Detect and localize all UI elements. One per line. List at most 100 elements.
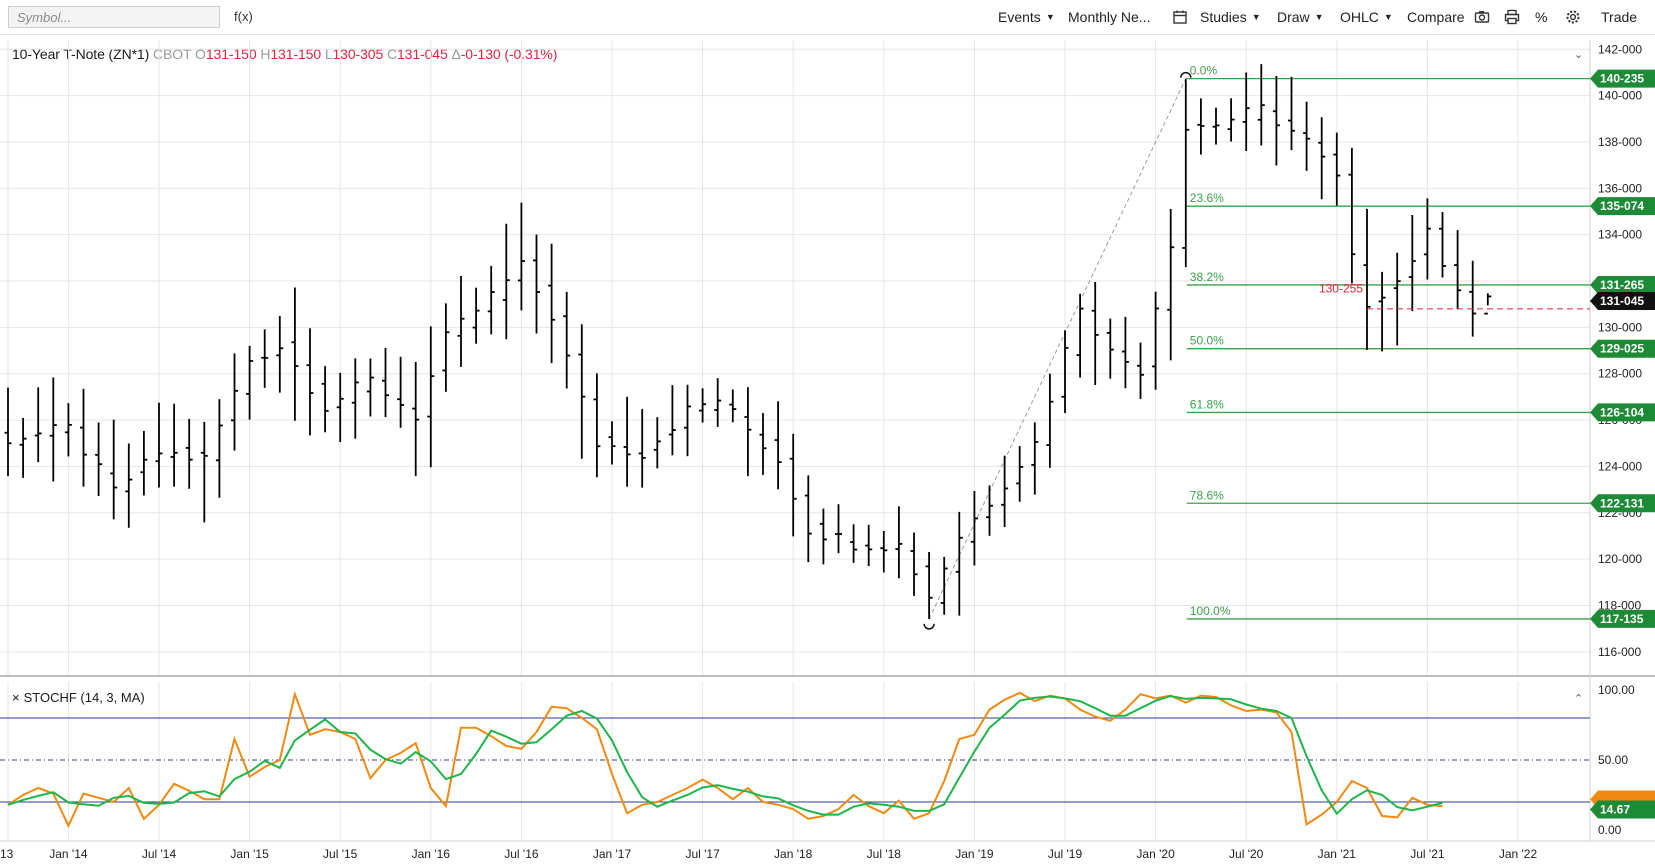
ohlc-bar[interactable]: [1197, 98, 1205, 155]
ohlc-bar[interactable]: [759, 413, 767, 475]
fib-anchor-high-handle[interactable]: [1180, 71, 1192, 78]
ohlc-bar[interactable]: [487, 265, 495, 335]
ohlc-bar[interactable]: [910, 532, 918, 596]
fib-anchor-line[interactable]: [928, 78, 1187, 620]
camera-icon[interactable]: [1473, 8, 1491, 26]
fibonacci-retracement[interactable]: 0.0% 23.6% 38.2% 50.0% 61.8% 78.6% 100.0%: [923, 64, 1590, 630]
ohlc-bar[interactable]: [442, 303, 450, 392]
ohlc-bar[interactable]: [819, 508, 827, 565]
ohlc-bar[interactable]: [1272, 75, 1280, 166]
ohlc-bar[interactable]: [1106, 318, 1114, 379]
ohlc-bar[interactable]: [1031, 422, 1039, 495]
ohlc-bar[interactable]: [1363, 208, 1371, 350]
trade-button[interactable]: Trade: [1601, 9, 1638, 25]
collapse-price-pane-icon[interactable]: ⌄: [1574, 49, 1584, 61]
stochastic-pane[interactable]: 0.00 50.00 100.00 14.67: [0, 683, 1655, 837]
ohlc-bar[interactable]: [548, 243, 556, 364]
ohlc-bar[interactable]: [1469, 260, 1477, 337]
ohlc-bars[interactable]: [4, 64, 1492, 619]
close-icon[interactable]: ×: [12, 690, 20, 705]
percent-button[interactable]: %: [1535, 9, 1548, 25]
ohlc-bar[interactable]: [835, 504, 842, 554]
ohlc-bar[interactable]: [200, 421, 208, 523]
ohlc-bar[interactable]: [4, 387, 12, 477]
ohlc-bar[interactable]: [457, 276, 465, 367]
ohlc-bar[interactable]: [940, 556, 948, 615]
ohlc-bar[interactable]: [1454, 230, 1462, 310]
stoch-d-line[interactable]: [7, 695, 1443, 816]
ohlc-bar[interactable]: [865, 524, 873, 566]
ohlc-bar[interactable]: [427, 326, 435, 468]
ohlc-bar[interactable]: [1348, 147, 1356, 284]
ohlc-bar[interactable]: [699, 388, 707, 423]
ohlc-bar[interactable]: [1484, 293, 1492, 315]
ohlc-bar[interactable]: [970, 491, 978, 566]
ohlc-bar[interactable]: [110, 419, 118, 520]
ohlc-bar[interactable]: [1333, 132, 1341, 206]
ohlc-bar[interactable]: [215, 399, 223, 498]
ohlc-bar[interactable]: [1393, 252, 1401, 346]
ohlc-bar[interactable]: [351, 358, 359, 439]
ohlc-bar[interactable]: [517, 202, 525, 311]
ohlc-bar[interactable]: [382, 347, 389, 418]
ohlc-bar[interactable]: [397, 356, 405, 428]
symbol-search-input[interactable]: [8, 6, 220, 28]
ohlc-bar[interactable]: [231, 353, 238, 451]
ohlc-bar[interactable]: [1061, 330, 1069, 414]
ohlc-bar[interactable]: [1046, 373, 1054, 468]
ohlc-bar[interactable]: [744, 387, 752, 477]
ohlc-bar[interactable]: [1121, 316, 1129, 389]
function-button[interactable]: f(x): [234, 9, 253, 24]
ohlc-bar[interactable]: [125, 443, 133, 528]
ohlc-bar[interactable]: [714, 378, 722, 427]
ohlc-bar[interactable]: [593, 373, 601, 478]
ohlc-bar[interactable]: [533, 234, 540, 334]
ohlc-bar[interactable]: [49, 377, 57, 482]
price-axis[interactable]: 116-000118-000120-000122-000124-000126-0…: [1598, 42, 1642, 659]
ohlc-bar[interactable]: [895, 506, 903, 579]
ohlc-bar[interactable]: [306, 328, 314, 436]
ohlc-bar[interactable]: [925, 551, 933, 619]
ohlc-bar[interactable]: [1152, 291, 1160, 390]
ohlc-bar[interactable]: [668, 385, 676, 456]
ohlc-bar[interactable]: [1182, 78, 1190, 268]
ohlc-bar[interactable]: [789, 433, 797, 537]
ohlc-bar[interactable]: [729, 389, 737, 423]
ohlc-bar[interactable]: [1378, 271, 1386, 352]
ohlc-bar[interactable]: [774, 401, 782, 490]
print-icon[interactable]: [1503, 8, 1521, 26]
ohlc-bar[interactable]: [185, 418, 193, 489]
ohlc-bar[interactable]: [366, 358, 374, 417]
ohlc-bar[interactable]: [170, 403, 178, 487]
ohlc-bar[interactable]: [1167, 209, 1175, 361]
ohlc-bar[interactable]: [804, 475, 812, 563]
ohlc-bar[interactable]: [1076, 293, 1084, 378]
ohlc-bar[interactable]: [276, 315, 284, 393]
time-axis[interactable]: 13 Jan '14 Jul '14 Jan '15 Jul '15 Jan '16 Jul…: [0, 847, 1537, 861]
ohlc-bar[interactable]: [261, 329, 269, 388]
ohlc-bar[interactable]: [1137, 342, 1144, 399]
ohlc-bar[interactable]: [1423, 198, 1431, 280]
ohlc-bar[interactable]: [80, 388, 87, 487]
ohlc-bar[interactable]: [1288, 76, 1295, 151]
ohlc-bar[interactable]: [850, 524, 858, 563]
ohlc-bar[interactable]: [412, 361, 420, 477]
ohlc-bar[interactable]: [95, 422, 103, 497]
ohlc-bar[interactable]: [880, 531, 888, 573]
ohlc-bar[interactable]: [563, 291, 571, 389]
ohlc-bar[interactable]: [1439, 211, 1446, 278]
ohlc-bar[interactable]: [1318, 117, 1326, 200]
ohlc-bar[interactable]: [1227, 98, 1235, 142]
ohlc-bar[interactable]: [623, 396, 631, 487]
events-menu[interactable]: Events ▼: [998, 9, 1055, 25]
interval-menu[interactable]: Monthly Ne...: [1068, 9, 1151, 25]
chart-type-menu[interactable]: OHLC ▼: [1340, 9, 1393, 25]
ohlc-bar[interactable]: [1212, 107, 1220, 145]
compare-button[interactable]: Compare: [1407, 9, 1465, 25]
ohlc-bar[interactable]: [608, 421, 616, 465]
ohlc-bar[interactable]: [1001, 455, 1009, 528]
ohlc-bar[interactable]: [291, 287, 299, 421]
ohlc-bar[interactable]: [336, 372, 344, 443]
collapse-stoch-pane-icon[interactable]: ⌃: [1574, 693, 1584, 705]
